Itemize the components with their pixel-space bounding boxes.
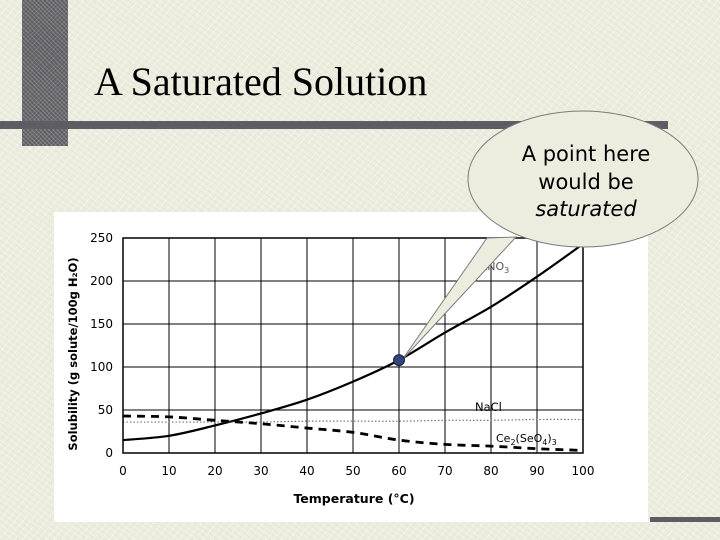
solubility-chart-panel: 0 10 20 30 40 50 60 70 80 90 100 0 50 100 150 200 250 Te… — [54, 212, 648, 522]
callout-bubble — [467, 110, 699, 248]
y-tick-label: 150 — [90, 317, 113, 331]
x-tick-label: 0 — [119, 464, 127, 478]
x-axis-label: Temperature (°C) — [293, 491, 414, 506]
series-line-ce2-so4-3 — [122, 414, 584, 452]
chart-ticks: 0 10 20 30 40 50 60 70 80 90 100 0 50 100 150 200 250 — [90, 231, 594, 478]
callout-pointer — [401, 236, 518, 361]
series-label-nacl: NaCl — [475, 400, 502, 414]
x-tick-label: 10 — [161, 464, 176, 478]
footer-accent-bar — [650, 517, 720, 522]
y-tick-label: 250 — [90, 231, 113, 245]
saturation-point-marker — [393, 354, 405, 367]
slide-title: A Saturated Solution — [94, 59, 428, 104]
x-tick-label: 80 — [483, 464, 498, 478]
callout-line-2: would be — [538, 170, 633, 194]
y-tick-label: 200 — [90, 274, 113, 288]
x-tick-label: 60 — [391, 464, 406, 478]
plot-border — [122, 237, 584, 454]
chart-series — [122, 243, 584, 452]
x-tick-label: 70 — [437, 464, 452, 478]
title-underline-bar — [0, 121, 668, 129]
y-axis-label: Solubility (g solute/100g H₂O) — [66, 257, 80, 450]
callout-line-3: saturated — [535, 197, 637, 221]
y-tick-label: 50 — [98, 403, 113, 417]
y-tick-label: 0 — [105, 446, 113, 460]
series-line-kno3 — [122, 243, 584, 442]
x-tick-label: 90 — [529, 464, 544, 478]
x-tick-label: 100 — [572, 464, 595, 478]
x-tick-label: 40 — [299, 464, 314, 478]
series-label-ce2-seo4-3: Ce2(SeO4)3 — [496, 432, 557, 447]
callout-line-1: A point here — [522, 142, 651, 166]
x-tick-label: 50 — [345, 464, 360, 478]
solubility-chart: 0 10 20 30 40 50 60 70 80 90 100 0 50 100 150 200 250 Te… — [66, 231, 594, 506]
y-tick-label: 100 — [90, 360, 113, 374]
x-tick-label: 30 — [253, 464, 268, 478]
x-tick-label: 20 — [207, 464, 222, 478]
